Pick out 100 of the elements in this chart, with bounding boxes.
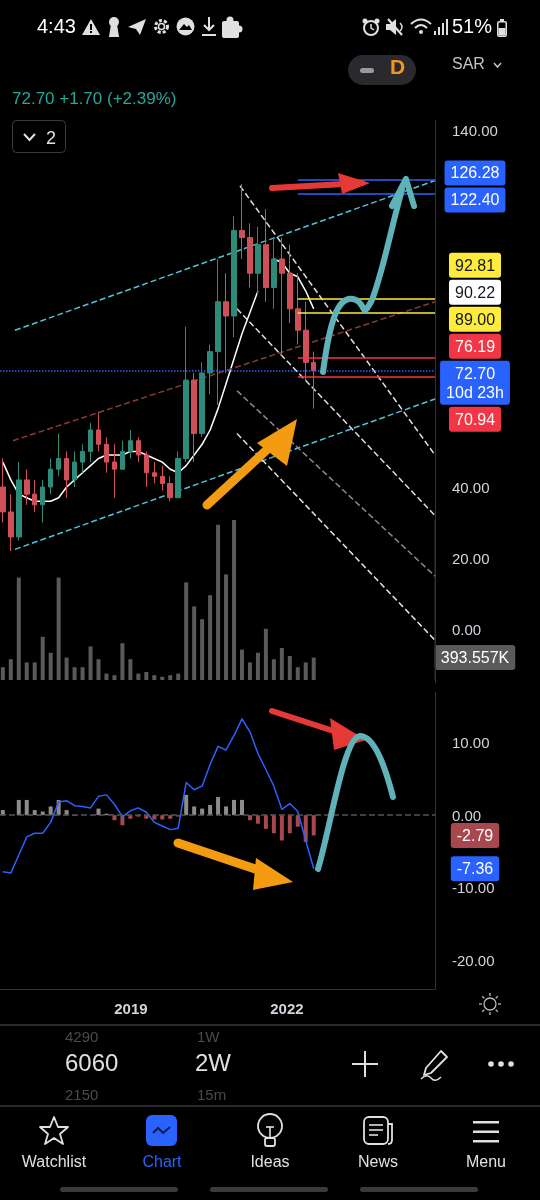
text: 2W: [195, 1049, 231, 1078]
bar: [168, 815, 173, 819]
bar: [88, 646, 93, 680]
candlestick: [120, 440, 125, 470]
candlestick: [215, 258, 221, 406]
candlestick: [271, 237, 277, 310]
y-tick-label: 0.00: [452, 806, 482, 824]
bar: [128, 659, 133, 680]
y-tick-label: -10.00: [452, 879, 495, 897]
y-tick-label: -20.00: [452, 951, 495, 969]
candlestick: [96, 411, 101, 452]
bar: [255, 652, 260, 680]
bar: [247, 662, 252, 680]
text: 72.70 +1.70 (+2.39%): [12, 89, 177, 110]
bar: [56, 577, 61, 680]
text: 2150: [65, 1086, 99, 1104]
bar: [24, 799, 29, 816]
candlestick: [64, 450, 69, 499]
text: 51%: [452, 14, 493, 38]
text: Ideas: [249, 1152, 291, 1172]
text: 6060: [65, 1049, 119, 1078]
candlestick: [303, 301, 309, 381]
candlestick: [112, 443, 117, 499]
candlestick: [191, 372, 197, 463]
ref-line-label: 72.70 10d 23h: [446, 364, 504, 401]
candlestick: [8, 493, 14, 552]
bar: [32, 662, 37, 680]
candlestick: [160, 465, 165, 492]
candlestick: [199, 361, 205, 438]
ref-line-label: 92.81: [454, 256, 496, 274]
bar: [224, 806, 229, 816]
bar: [112, 675, 117, 680]
candlestick: [48, 458, 53, 495]
text: 393.557K: [440, 649, 510, 667]
bar: [152, 675, 157, 680]
text: 1W: [197, 1028, 220, 1046]
bar: [184, 794, 189, 816]
ref-line-label: 126.28: [450, 164, 500, 182]
text: News: [357, 1152, 399, 1172]
bar: [263, 815, 268, 829]
bar: [80, 667, 85, 680]
ref-line-label: 122.40: [450, 191, 500, 209]
bar: [247, 815, 252, 821]
bar: [104, 673, 109, 680]
candlestick: [207, 343, 213, 395]
bar: [200, 619, 205, 680]
candlestick: [255, 226, 261, 296]
bar: [0, 667, 5, 680]
bar: [160, 676, 165, 680]
text: -7.36: [456, 860, 494, 878]
line-series: [2, 718, 315, 874]
candlestick: [72, 450, 77, 488]
bar: [239, 649, 244, 680]
text: Menu: [465, 1152, 507, 1172]
bar: [168, 675, 173, 680]
bar: [144, 672, 149, 680]
bar: [232, 799, 237, 816]
bar: [64, 657, 69, 680]
candlestick: [295, 272, 301, 345]
bar: [32, 810, 37, 816]
candlestick: [239, 183, 245, 260]
candlestick: [56, 433, 61, 477]
bar: [96, 659, 101, 680]
bar: [271, 815, 276, 834]
candlestick: [279, 237, 285, 356]
bar: [48, 652, 53, 680]
bar: [287, 815, 292, 834]
candlestick: [144, 450, 149, 488]
candlestick: [16, 461, 22, 541]
candlestick: [40, 479, 45, 524]
bar: [120, 643, 125, 680]
text: 90.22: [454, 283, 496, 301]
candlestick: [80, 443, 85, 474]
bar: [40, 636, 45, 680]
bar: [239, 799, 244, 816]
candlestick: [231, 215, 237, 338]
text: SAR: [452, 54, 485, 74]
ref-line-label: 89.00: [454, 310, 496, 328]
y-tick-label: 20.00: [452, 549, 490, 567]
bar: [287, 656, 292, 680]
candlestick: [136, 436, 141, 463]
bar: [24, 662, 29, 680]
bar: [216, 797, 221, 816]
candlestick: [167, 475, 173, 502]
bar: [216, 524, 221, 680]
bar: [311, 657, 316, 680]
candlestick: [0, 458, 6, 524]
y-tick-label: 40.00: [452, 478, 490, 496]
candlestick: [311, 351, 316, 410]
candlestick: [128, 429, 133, 460]
text: 4:43: [37, 14, 76, 38]
bar: [255, 815, 260, 824]
y-tick-label: 10.00: [452, 734, 490, 752]
bar: [16, 799, 21, 816]
text: -2.79: [456, 826, 494, 844]
text: Watchlist: [20, 1152, 88, 1172]
text: 15m: [197, 1086, 227, 1104]
x-tick-label: 2019: [114, 1000, 148, 1017]
bar: [295, 667, 300, 680]
candlestick: [24, 468, 30, 506]
